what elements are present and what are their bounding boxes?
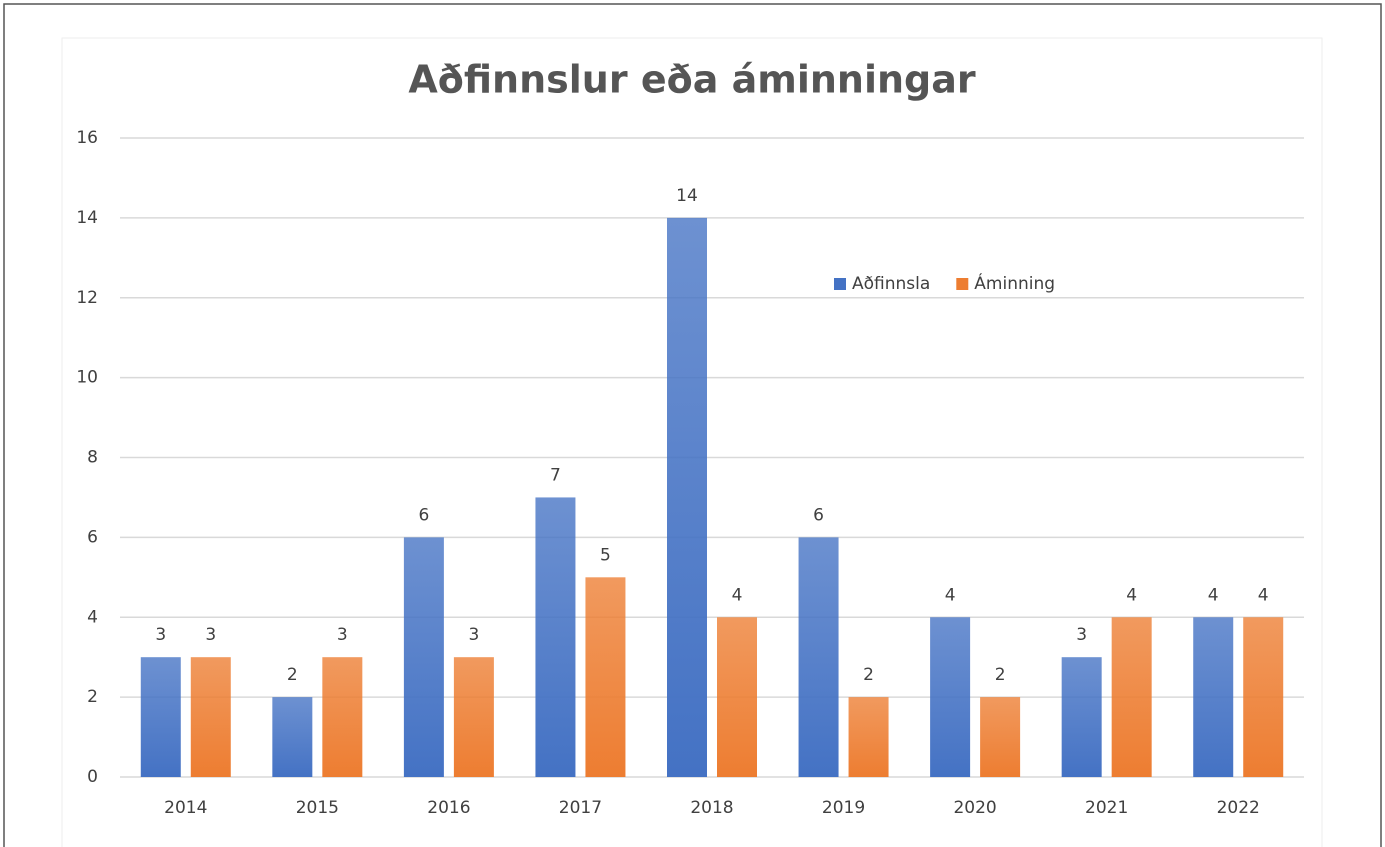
data-label: 3 xyxy=(155,625,166,645)
y-tick-label: 10 xyxy=(76,368,98,388)
bar xyxy=(717,617,757,777)
y-tick-label: 14 xyxy=(76,208,98,228)
data-label: 4 xyxy=(1258,585,1269,605)
data-label: 5 xyxy=(600,545,611,565)
y-tick-label: 0 xyxy=(87,767,98,787)
data-label: 3 xyxy=(205,625,216,645)
bar xyxy=(140,657,181,777)
bar xyxy=(1061,657,1102,777)
x-tick-label: 2015 xyxy=(296,798,339,818)
bar xyxy=(1193,617,1234,777)
legend-label: Aðfinnsla xyxy=(852,274,930,294)
data-label: 4 xyxy=(1208,585,1219,605)
chart-title: Aðfinnslur eða áminningar xyxy=(408,58,975,102)
bar xyxy=(272,697,313,777)
legend-swatch xyxy=(956,278,969,290)
x-tick-label: 2017 xyxy=(559,798,602,818)
data-label: 2 xyxy=(995,665,1006,685)
y-tick-label: 8 xyxy=(87,448,98,468)
data-label: 6 xyxy=(813,505,824,525)
bar xyxy=(848,697,889,777)
bar xyxy=(930,617,971,777)
data-label: 7 xyxy=(550,465,561,485)
y-tick-label: 6 xyxy=(87,527,98,547)
y-tick-label: 2 xyxy=(87,687,98,707)
x-tick-label: 2020 xyxy=(953,798,996,818)
legend-label: Áminning xyxy=(974,272,1055,294)
bar xyxy=(535,497,576,777)
bar xyxy=(403,537,444,777)
bar xyxy=(980,697,1021,777)
bar xyxy=(667,217,707,777)
data-label: 4 xyxy=(945,585,956,605)
legend-swatch xyxy=(834,278,846,290)
data-label: 2 xyxy=(863,665,874,685)
y-tick-label: 16 xyxy=(76,128,98,148)
x-tick-label: 2022 xyxy=(1217,798,1260,818)
data-label: 3 xyxy=(337,625,348,645)
x-tick-label: 2021 xyxy=(1085,798,1128,818)
bar xyxy=(798,537,839,777)
bar xyxy=(453,657,494,777)
y-tick-label: 12 xyxy=(76,288,98,308)
data-label: 14 xyxy=(676,186,698,206)
data-label: 3 xyxy=(468,625,479,645)
data-label: 3 xyxy=(1076,625,1087,645)
x-tick-label: 2016 xyxy=(427,798,470,818)
bar xyxy=(1111,617,1152,777)
data-label: 2 xyxy=(287,665,298,685)
data-label: 6 xyxy=(418,505,429,525)
data-label: 4 xyxy=(732,585,743,605)
bar xyxy=(190,657,231,777)
bar xyxy=(1243,617,1284,777)
data-label: 4 xyxy=(1126,585,1137,605)
bar xyxy=(322,657,363,777)
x-tick-label: 2014 xyxy=(164,798,207,818)
bar xyxy=(585,577,626,777)
x-tick-label: 2019 xyxy=(822,798,865,818)
y-tick-label: 4 xyxy=(87,607,98,627)
x-tick-label: 2018 xyxy=(690,798,733,818)
